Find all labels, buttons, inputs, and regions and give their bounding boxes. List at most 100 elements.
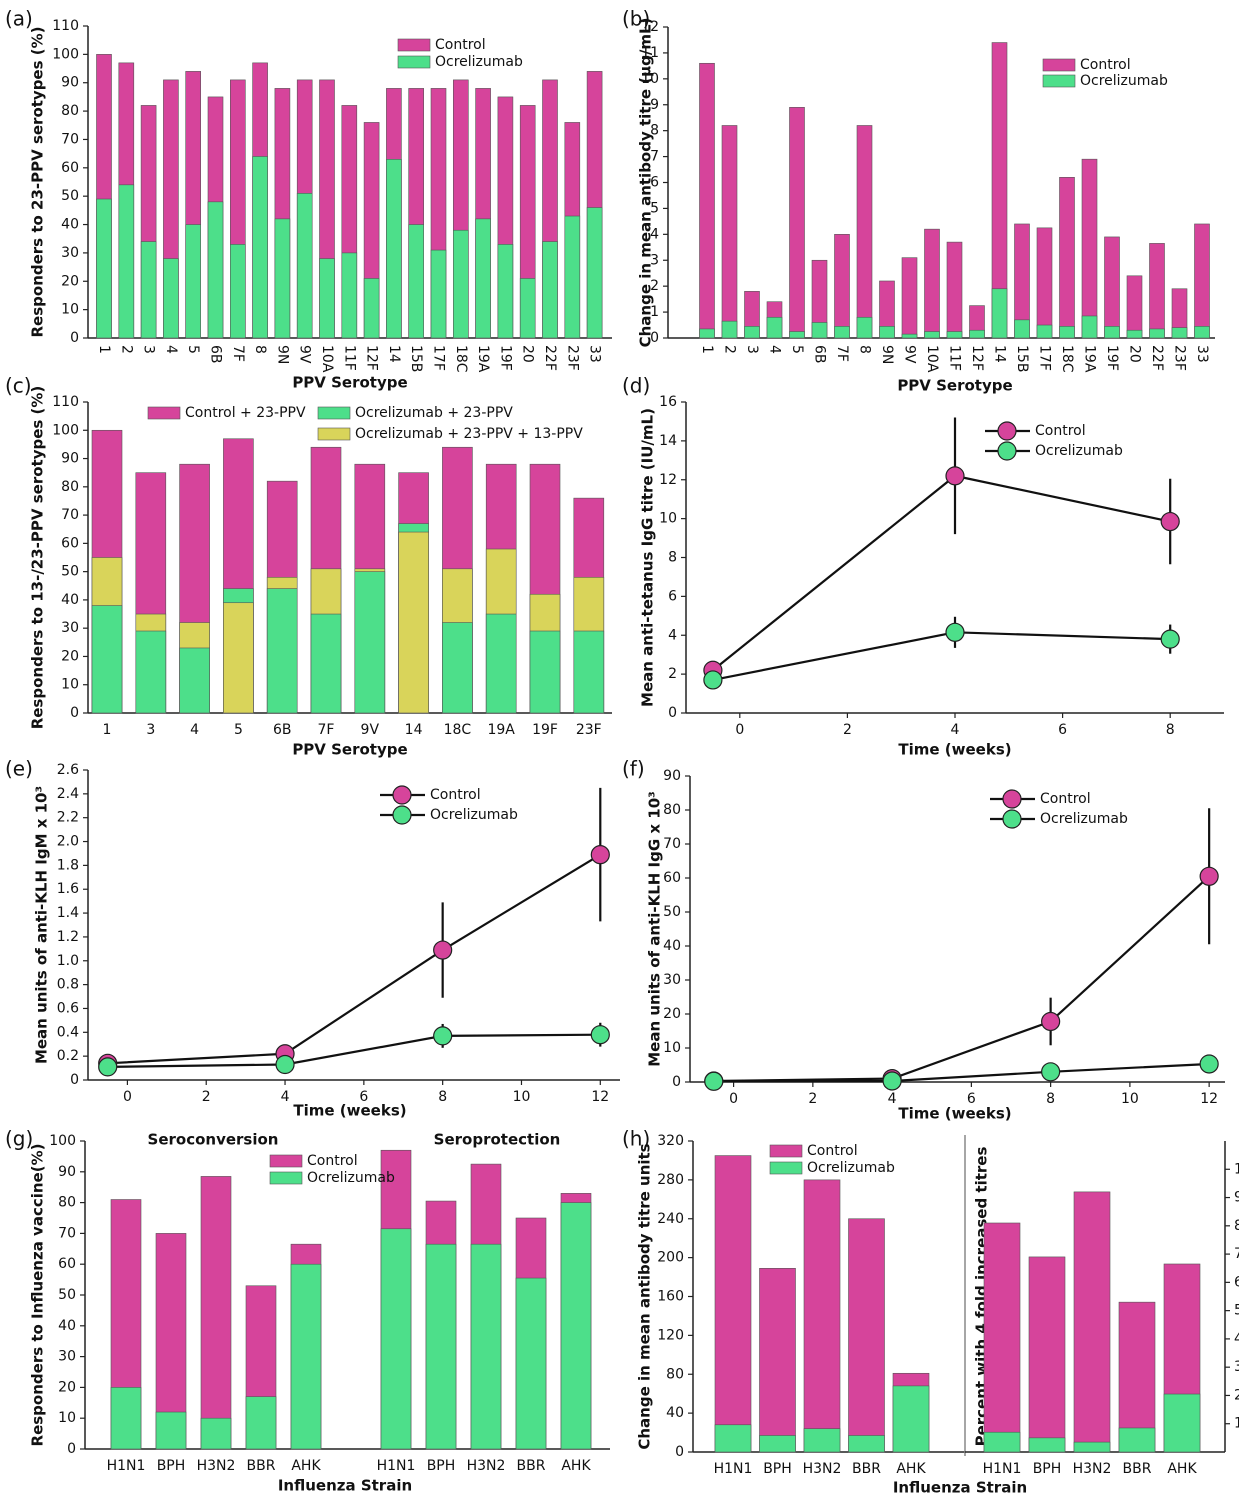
bar	[983, 1222, 1021, 1453]
legend-marker	[1002, 809, 1022, 829]
marker	[433, 1026, 453, 1046]
y-tick-label: 80	[663, 802, 681, 818]
y-tick-label: 20	[61, 648, 79, 664]
x-tick-label: 0	[123, 1089, 132, 1105]
bar	[892, 1385, 930, 1453]
legend-swatch	[269, 1171, 303, 1185]
y-tick-label: 80	[1234, 1218, 1239, 1234]
y-axis-label: Mean anti-tetanus IgG titre (IU/mL)	[639, 408, 657, 707]
y-tick-label: 50	[1234, 1303, 1239, 1319]
bar	[266, 588, 298, 714]
y-tick-label: 1.2	[57, 929, 79, 945]
panel-label: (a)	[5, 7, 33, 31]
y-tick-label: 50	[61, 564, 79, 580]
panel-label: (h)	[622, 1127, 650, 1151]
bar	[1149, 328, 1165, 339]
bar	[386, 159, 402, 339]
x-tick-label: 19A	[1082, 345, 1098, 373]
x-tick-label: 8	[1046, 1091, 1055, 1107]
bar	[879, 326, 895, 339]
legend-swatch	[1042, 74, 1076, 88]
y-tick-label: 20	[61, 273, 79, 289]
x-tick-label: 7F	[834, 345, 850, 362]
bar	[1059, 177, 1075, 339]
marker	[1041, 1062, 1061, 1082]
bar	[91, 605, 123, 714]
y-tick-label: 7	[650, 149, 659, 165]
bar	[721, 320, 738, 339]
bar	[1014, 319, 1030, 339]
y-tick-label: 280	[657, 1172, 684, 1188]
y-axis-label: Mean units of anti-KLH IgG x 10³	[646, 791, 664, 1067]
legend-label: Control	[1040, 791, 1091, 807]
y-tick-label: 80	[666, 1366, 684, 1382]
x-tick-label: 8	[857, 345, 873, 354]
x-tick-label: 9N	[879, 345, 895, 364]
marker	[590, 1025, 610, 1045]
bar	[564, 215, 581, 339]
y-tick-label: 30	[1234, 1359, 1239, 1375]
y-tick-label: 10	[61, 677, 79, 693]
panel-label: (b)	[622, 7, 650, 31]
y-tick-label: 30	[61, 620, 79, 636]
bar	[425, 1243, 457, 1450]
bar	[310, 613, 342, 714]
bar	[1194, 326, 1210, 339]
x-tick-label: 6	[967, 1091, 976, 1107]
legend-label: Ocrelizumab	[307, 1170, 395, 1186]
y-tick-label: 320	[657, 1133, 684, 1149]
marker	[704, 1071, 724, 1091]
y-axis-label: Responders to 23-PPV serotypes (%)	[29, 26, 47, 337]
legend-label: Ocrelizumab	[435, 54, 523, 70]
bar	[245, 1396, 277, 1450]
bar	[1118, 1301, 1156, 1453]
x-tick-label: AHK	[1167, 1461, 1197, 1477]
y-tick-label: 90	[1234, 1190, 1239, 1206]
y-tick-label: 60	[1234, 1274, 1239, 1290]
x-tick-label: 33	[587, 345, 603, 363]
x-tick-label: 3	[146, 722, 155, 738]
y-tick-label: 90	[61, 451, 79, 467]
y-tick-label: 200	[657, 1250, 684, 1266]
y-tick-label: 100	[52, 422, 79, 438]
y-tick-label: 2.6	[57, 762, 79, 778]
x-tick-label: 12	[591, 1089, 609, 1105]
bar	[341, 252, 358, 339]
y-axis-label: Change in mean antibody titre units	[636, 1143, 654, 1449]
y-tick-label: 40	[58, 1318, 76, 1334]
y-tick-label: 60	[58, 1256, 76, 1272]
legend-swatch	[147, 406, 181, 420]
legend-label: Control	[1035, 423, 1086, 439]
y-tick-label: 10	[58, 1410, 76, 1426]
bar	[274, 218, 291, 339]
x-tick-label: 4	[281, 1089, 290, 1105]
bar	[452, 229, 469, 339]
y-tick-label: 40	[1234, 1331, 1239, 1347]
y-tick-label: 0	[70, 1072, 79, 1088]
marker	[98, 1057, 118, 1077]
legend-label: Control	[435, 37, 486, 53]
x-tick-label: 15B	[408, 345, 424, 372]
x-tick-label: 10	[513, 1089, 531, 1105]
bar	[380, 1228, 412, 1450]
legend-marker	[1002, 789, 1022, 809]
bar	[924, 331, 940, 339]
legend-marker	[392, 785, 412, 805]
x-tick-label: 8	[252, 345, 268, 354]
x-tick-label: 2	[808, 1091, 817, 1107]
bar	[515, 1277, 547, 1450]
y-tick-label: 40	[663, 938, 681, 954]
y-tick-label: 70	[58, 1225, 76, 1241]
bar	[200, 1176, 232, 1450]
bar	[185, 224, 201, 339]
bar	[497, 244, 514, 339]
x-tick-label: 8	[1166, 722, 1175, 738]
bar	[1081, 158, 1098, 339]
legend-swatch	[317, 427, 351, 441]
x-tick-label: 18C	[453, 345, 469, 373]
y-tick-label: 0	[67, 1441, 76, 1457]
x-tick-label: 10	[1121, 1091, 1139, 1107]
y-tick-label: 1	[650, 304, 659, 320]
y-tick-label: 80	[58, 1195, 76, 1211]
y-tick-label: 2	[668, 666, 677, 682]
